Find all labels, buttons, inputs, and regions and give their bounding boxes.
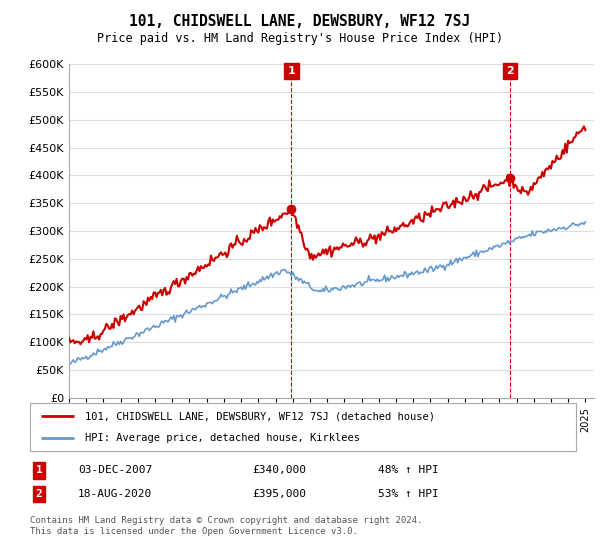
Text: 101, CHIDSWELL LANE, DEWSBURY, WF12 7SJ: 101, CHIDSWELL LANE, DEWSBURY, WF12 7SJ — [130, 14, 470, 29]
Text: HPI: Average price, detached house, Kirklees: HPI: Average price, detached house, Kirk… — [85, 433, 359, 443]
Text: Price paid vs. HM Land Registry's House Price Index (HPI): Price paid vs. HM Land Registry's House … — [97, 32, 503, 45]
Text: 03-DEC-2007: 03-DEC-2007 — [78, 465, 152, 475]
Text: 18-AUG-2020: 18-AUG-2020 — [78, 489, 152, 499]
Text: 2: 2 — [35, 489, 43, 499]
Text: 53% ↑ HPI: 53% ↑ HPI — [378, 489, 439, 499]
Text: 101, CHIDSWELL LANE, DEWSBURY, WF12 7SJ (detached house): 101, CHIDSWELL LANE, DEWSBURY, WF12 7SJ … — [85, 411, 434, 421]
Text: £340,000: £340,000 — [252, 465, 306, 475]
Text: £395,000: £395,000 — [252, 489, 306, 499]
Text: 48% ↑ HPI: 48% ↑ HPI — [378, 465, 439, 475]
Text: Contains HM Land Registry data © Crown copyright and database right 2024.
This d: Contains HM Land Registry data © Crown c… — [30, 516, 422, 536]
Text: 1: 1 — [287, 66, 295, 76]
Text: 2: 2 — [506, 66, 514, 76]
Text: 1: 1 — [35, 465, 43, 475]
